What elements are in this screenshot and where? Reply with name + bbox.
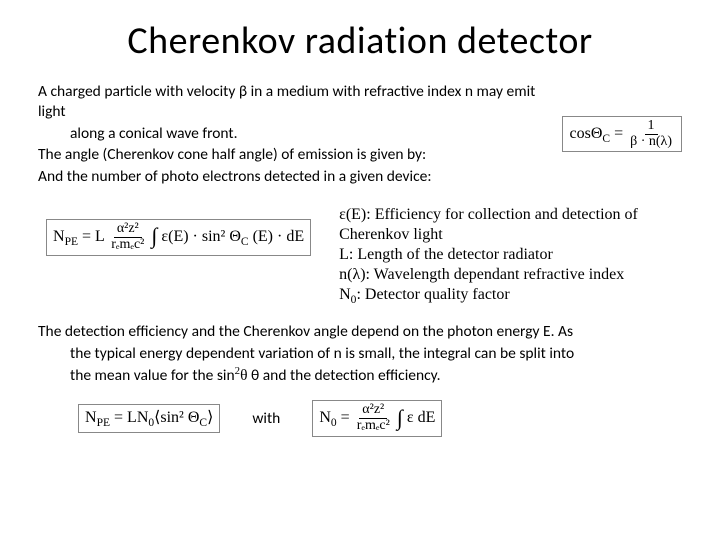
integral-icon: ∫ — [397, 405, 403, 431]
para-4: The detection efficiency and the Cherenk… — [38, 322, 682, 387]
formula-text: N — [85, 409, 97, 426]
formula-den: β · n(λ) — [627, 135, 675, 150]
formula-text: = — [337, 409, 354, 426]
def-epsilon: ε(E): Efficiency for collection and dete… — [339, 205, 682, 245]
bottom-row: NPE = LN0⟨sin² ΘC⟩ with N0 = α²z²rₑmₑc² … — [38, 400, 682, 436]
formula-cos-theta: cosΘC = 1β · n(λ) — [562, 116, 682, 152]
formula-text: ε dE — [403, 409, 436, 426]
formula-n0: N0 = α²z²rₑmₑc² ∫ ε dE — [312, 400, 442, 436]
para-1-line2: along a conical wave front. — [38, 124, 554, 144]
formula-sub: C — [199, 418, 207, 430]
formula-text: ⟨sin² Θ — [154, 409, 199, 426]
formula-npe-mean: NPE = LN0⟨sin² ΘC⟩ — [78, 404, 220, 432]
integral-icon: ∫ — [151, 223, 157, 249]
formula-text: = L — [78, 228, 108, 245]
formula-text: N — [53, 228, 65, 245]
def-n-lambda: n(λ): Wavelength dependant refractive in… — [339, 265, 682, 285]
formula-sub: C — [241, 236, 249, 248]
formula-text: ⟩ — [207, 409, 213, 426]
formula-text: = LN — [110, 409, 148, 426]
formula-npe: NPE = L α²z²rₑmₑc² ∫ ε(E) · sin² ΘC (E) … — [46, 219, 311, 255]
para-4-line3: the mean value for the sin2θ θ and the d… — [38, 365, 682, 386]
formula-text: = — [610, 125, 627, 142]
with-label: with — [252, 409, 280, 428]
formula-text: (E) · dE — [249, 228, 305, 245]
formula-text: cosΘ — [569, 125, 602, 142]
para-3: And the number of photo electrons detect… — [38, 167, 554, 187]
formula-num: 1 — [645, 119, 658, 135]
para-2: The angle (Cherenkov cone half angle) of… — [38, 145, 554, 165]
def-n0: N0: Detector quality factor — [339, 285, 682, 308]
para-4-line2: the typical energy dependent variation o… — [38, 344, 682, 364]
mid-row: NPE = L α²z²rₑmₑc² ∫ ε(E) · sin² ΘC (E) … — [38, 205, 682, 308]
slide-title: Cherenkov radiation detector — [38, 18, 682, 64]
formula-den: rₑmₑc² — [108, 238, 147, 253]
formula-text: N — [319, 409, 331, 426]
def-length: L: Length of the detector radiator — [339, 245, 682, 265]
formula-text: ε(E) · sin² Θ — [157, 228, 241, 245]
definitions-block: ε(E): Efficiency for collection and dete… — [339, 205, 682, 308]
formula-sub: PE — [97, 418, 110, 430]
formula-num: α²z² — [114, 222, 142, 238]
formula-den: rₑmₑc² — [354, 419, 393, 434]
formula-num: α²z² — [359, 403, 387, 419]
para-1-line1: A charged particle with velocity β in a … — [38, 82, 554, 122]
formula-sub: C — [602, 133, 610, 145]
para-4-line1: The detection efficiency and the Cherenk… — [38, 322, 682, 342]
formula-sub: PE — [65, 236, 78, 248]
intro-block: A charged particle with velocity β in a … — [38, 82, 682, 189]
